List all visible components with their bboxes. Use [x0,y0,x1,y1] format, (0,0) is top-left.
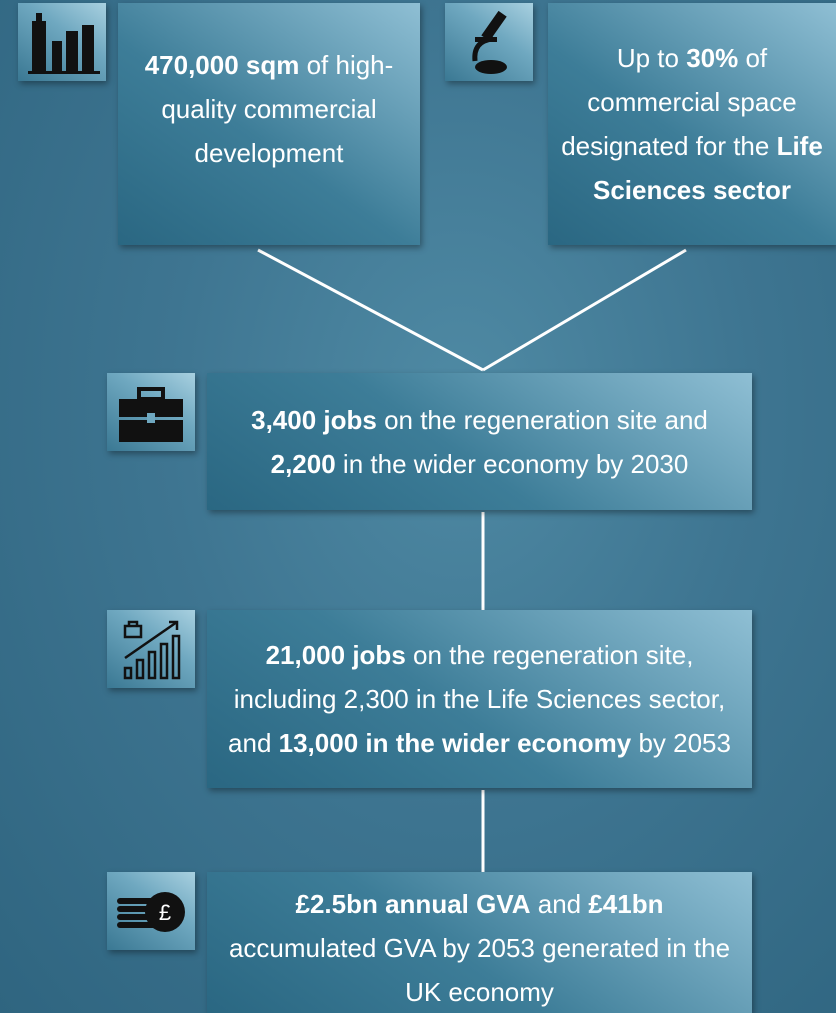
bold-text: £2.5bn annual GVA [295,889,531,919]
icon-buildings [18,3,106,81]
bold-text: Life Sciences sector [592,131,831,205]
text: and [530,889,589,919]
bold-text: £41bn [588,889,664,919]
fact-text: Up to 30% of commercial space designated… [560,36,824,212]
text: on the regeneration site and [376,404,716,435]
icon-microscope [445,3,533,81]
bold-text: 13,000 in the wider economy [278,728,632,758]
fact-box: 3,400 jobs on the regeneration site and … [207,373,752,510]
fact-box: Up to 30% of commercial space designated… [548,3,836,245]
connector [482,248,687,372]
fact-text: £2.5bn annual GVA and £41bn accumulated … [219,882,740,1013]
fact-box: £2.5bn annual GVA and £41bn accumulated … [207,872,752,1013]
text: accumulated GVA by 2053 generated in the… [228,889,738,1007]
fact-text: 3,400 jobs on the regeneration site and … [219,398,740,486]
connector [257,248,484,372]
icon-briefcase [107,373,195,451]
icon-growth [107,610,195,688]
text: in the wider economy by 2030 [335,448,689,479]
fact-box: 470,000 sqm of high-quality commercial d… [118,3,420,245]
bold-text: 30% [686,43,739,73]
text: by 2053 [631,728,731,758]
fact-text: 470,000 sqm of high-quality commercial d… [130,43,408,175]
bold-text: 3,400 jobs [251,404,377,435]
text: of high-quality commercial development [161,50,394,168]
fact-box: 21,000 jobs on the regeneration site, in… [207,610,752,788]
text: on the regeneration site, including 2,30… [228,640,733,758]
bold-text: 470,000 sqm [144,50,300,80]
bold-text: 21,000 jobs [265,640,406,670]
svg-text:£: £ [159,900,171,925]
bold-text: 2,200 [270,448,336,479]
text: Up to [616,43,687,73]
text: of commercial space designated for the [561,43,804,161]
icon-coins: £ [107,872,195,950]
fact-text: 21,000 jobs on the regeneration site, in… [219,633,740,765]
